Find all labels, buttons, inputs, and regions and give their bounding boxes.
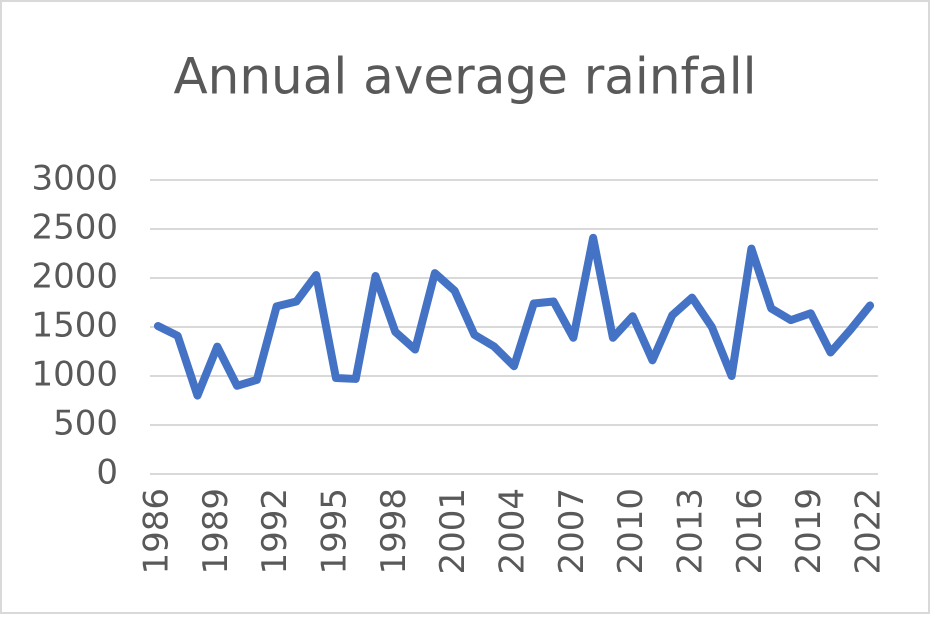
x-tick-label: 1989: [196, 488, 236, 575]
y-tick-label: 500: [53, 404, 118, 444]
x-tick-label: 2013: [671, 488, 711, 575]
x-tick-label: 2019: [789, 488, 829, 575]
data-line: [153, 233, 875, 400]
x-tick-label: 2004: [493, 488, 533, 575]
x-tick-label: 2016: [730, 488, 770, 575]
y-tick-label: 0: [96, 453, 118, 493]
x-tick-label: 2001: [433, 488, 473, 575]
x-tick-label: 1992: [255, 488, 295, 575]
y-tick-label: 2000: [31, 257, 118, 297]
y-tick-label: 1000: [31, 355, 118, 395]
x-tick-label: 1998: [374, 488, 414, 575]
x-tick-label: 1986: [136, 488, 176, 575]
x-tick-label: 1995: [314, 488, 354, 575]
x-tick-label: 2010: [611, 488, 651, 575]
chart-title: Annual average rainfall: [173, 48, 756, 106]
x-tick-label: 2022: [849, 488, 889, 575]
y-tick-label: 2500: [31, 208, 118, 248]
x-tick-label: 2007: [552, 488, 592, 575]
y-tick-label: 3000: [31, 159, 118, 199]
y-tick-label: 1500: [31, 306, 118, 346]
